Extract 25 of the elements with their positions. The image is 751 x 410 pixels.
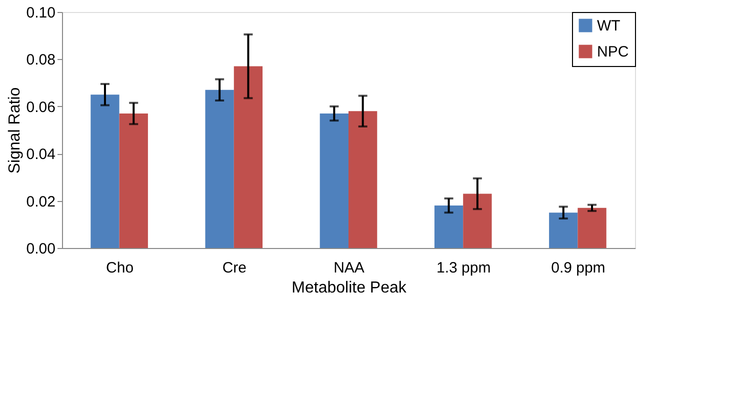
y-tick-label: 0.06 [26, 98, 56, 116]
y-axis-title: Signal Ratio [6, 87, 24, 174]
y-tick-label: 0.08 [26, 52, 56, 69]
legend-label: WT [597, 18, 620, 34]
bar [119, 113, 148, 248]
x-tick-label: Cho [106, 260, 134, 276]
bar [434, 206, 464, 248]
bar [463, 194, 492, 248]
x-axis-title: Metabolite Peak [292, 280, 408, 296]
bar [549, 212, 578, 248]
x-tick-label: Cre [222, 260, 246, 276]
bar [320, 113, 348, 248]
bar [578, 208, 606, 248]
x-tick-label: 1.3 ppm [436, 260, 491, 276]
legend-label: NPC [597, 44, 629, 60]
bar [205, 90, 234, 248]
bar [234, 66, 263, 248]
y-tick-label: 0.00 [26, 240, 56, 258]
y-tick-label: 0.10 [26, 4, 56, 22]
x-tick-label: NAA [334, 260, 364, 276]
y-tick-label: 0.02 [26, 193, 56, 210]
y-tick-label: 0.04 [26, 146, 56, 164]
x-tick-label: 0.9 ppm [551, 260, 606, 276]
bar [348, 111, 378, 248]
bar [90, 94, 120, 248]
